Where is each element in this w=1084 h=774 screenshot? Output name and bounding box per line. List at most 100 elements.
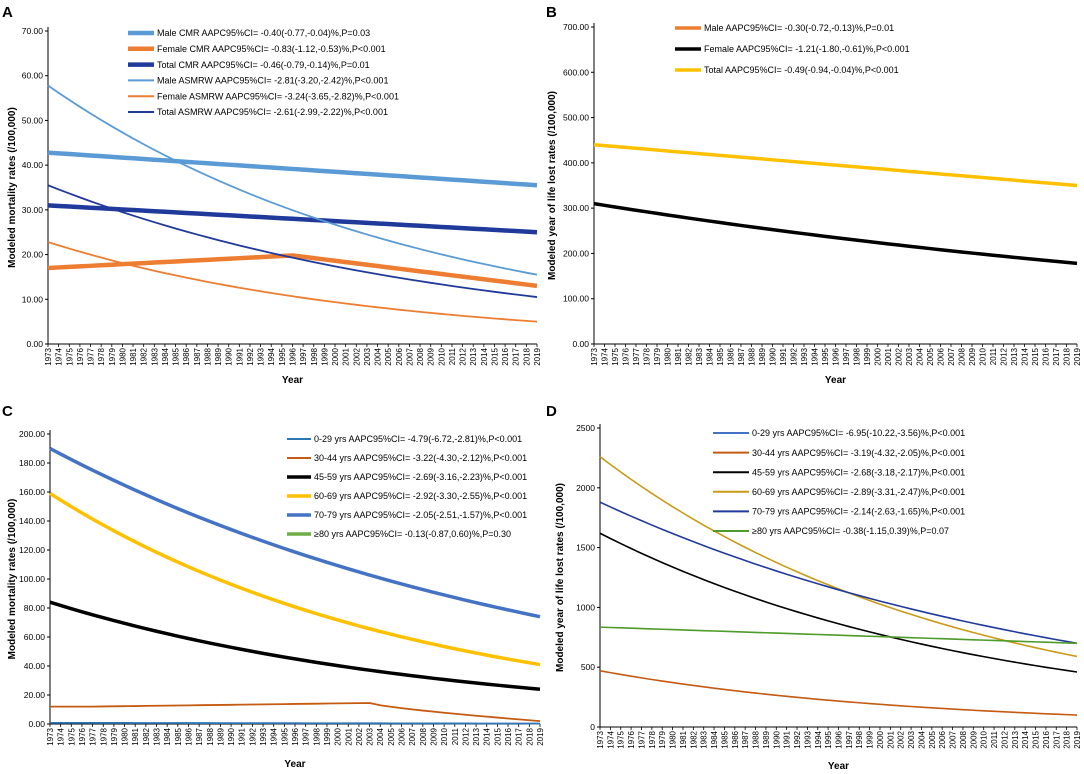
series-line bbox=[593, 201, 1078, 266]
x-tick-label: 1999 bbox=[320, 347, 329, 365]
x-tick-label: 1974 bbox=[601, 347, 610, 365]
panel-A: A 0.00 10.00 20.00 30.00 40.00 50.00 60.00 70.00… bbox=[2, 4, 542, 386]
x-tick-label: 2015 bbox=[1032, 730, 1041, 748]
y-tick-label: 100.00 bbox=[563, 294, 589, 304]
panel-label: A bbox=[2, 4, 13, 21]
y-tick-label: 300.00 bbox=[563, 203, 589, 213]
x-tick-label: 1997 bbox=[302, 727, 311, 745]
x-tick-label: 1987 bbox=[737, 347, 746, 365]
x-tick-label: 2015 bbox=[1031, 347, 1040, 365]
y-axis-title: Modeled year of life lost rates (/100,00… bbox=[547, 91, 558, 280]
x-tick-label: 1975 bbox=[617, 730, 626, 748]
x-tick-label: 2002 bbox=[895, 347, 904, 365]
x-tick-label: 1981 bbox=[131, 727, 140, 745]
x-tick-label: 1990 bbox=[227, 727, 236, 745]
y-tick-label: 70.00 bbox=[22, 26, 44, 36]
legend-entry: ≥80 yrs AAPC95%CI= -0.38(-1.15,0.39)%,P=… bbox=[752, 526, 949, 536]
legend-entry: 30-44 yrs AAPC95%CI= -3.19(-4.32,-2.05)%… bbox=[752, 448, 965, 458]
legend-entry: Total AAPC95%CI= -0.49(-0.94,-0.04)%,P<0… bbox=[704, 65, 899, 75]
x-tick-label: 2000 bbox=[874, 347, 883, 365]
x-tick-label: 2007 bbox=[947, 347, 956, 365]
x-tick-label: 2012 bbox=[1000, 347, 1009, 365]
y-tick-label: 60.00 bbox=[22, 71, 44, 81]
x-tick-label: 1980 bbox=[669, 730, 678, 748]
series-line bbox=[593, 142, 1078, 188]
x-tick-label: 1997 bbox=[299, 347, 308, 365]
y-axis-title: Modeled mortality rates (/100,000) bbox=[7, 499, 18, 660]
x-tick-label: 2001 bbox=[886, 730, 895, 748]
y-axis-title: Modeled mortality rates (/100,000) bbox=[7, 107, 18, 268]
x-tick-label: 1994 bbox=[814, 730, 823, 748]
y-tick-label: 1500 bbox=[576, 543, 595, 553]
legend-entry: 0-29 yrs AAPC95%CI= -4.79(-6.72,-2.81)%,… bbox=[314, 434, 522, 444]
y-tick-label: 30.00 bbox=[22, 205, 44, 215]
x-tick-label: 2010 bbox=[437, 347, 446, 365]
x-tick-label: 2003 bbox=[366, 727, 375, 745]
x-tick-label: 2018 bbox=[1063, 730, 1072, 748]
legend-entry: 45-59 yrs AAPC95%CI= -2.68(-3.18,-2.17)%… bbox=[752, 467, 965, 477]
y-tick-label: 40.00 bbox=[22, 160, 44, 170]
x-tick-label: 1999 bbox=[866, 730, 875, 748]
x-tick-label: 1979 bbox=[110, 727, 119, 745]
series-line bbox=[47, 184, 538, 298]
x-tick-label: 1996 bbox=[835, 730, 844, 748]
y-tick-label: 700.00 bbox=[563, 22, 589, 32]
x-tick-label: 1980 bbox=[121, 727, 130, 745]
x-tick-label: 2014 bbox=[480, 347, 489, 365]
x-tick-label: 2004 bbox=[917, 730, 926, 748]
x-tick-label: 2013 bbox=[1010, 347, 1019, 365]
series-line bbox=[599, 532, 1078, 673]
y-tick-label: 40.00 bbox=[24, 661, 46, 671]
x-tick-label: 1975 bbox=[67, 727, 76, 745]
x-tick-label: 2017 bbox=[1052, 730, 1061, 748]
x-tick-label: 1989 bbox=[762, 730, 771, 748]
x-tick-label: 1986 bbox=[731, 730, 740, 748]
series-line bbox=[49, 446, 541, 619]
x-tick-label: 1982 bbox=[142, 727, 151, 745]
x-tick-label: 1991 bbox=[235, 347, 244, 365]
x-tick-label: 2016 bbox=[501, 347, 510, 365]
x-tick-label: 1984 bbox=[163, 727, 172, 745]
x-tick-label: 2011 bbox=[989, 347, 998, 365]
x-tick-label: 2013 bbox=[469, 347, 478, 365]
y-tick-label: 400.00 bbox=[563, 158, 589, 168]
x-tick-label: 1985 bbox=[720, 730, 729, 748]
x-tick-label: 1981 bbox=[674, 347, 683, 365]
x-tick-label: 1979 bbox=[658, 730, 667, 748]
y-axis-title: Modeled year of life lost rates (/100,00… bbox=[555, 483, 566, 672]
x-tick-label: 1986 bbox=[182, 347, 191, 365]
series-line bbox=[47, 84, 538, 276]
x-tick-label: 1990 bbox=[225, 347, 234, 365]
y-tick-label: 2000 bbox=[576, 483, 595, 493]
y-tick-label: 2500 bbox=[576, 423, 595, 433]
legend-entry: 30-44 yrs AAPC95%CI= -3.22(-4.30,-2.12)%… bbox=[314, 453, 527, 463]
x-tick-label: 1996 bbox=[291, 727, 300, 745]
y-tick-label: 600.00 bbox=[563, 67, 589, 77]
x-tick-label: 2014 bbox=[483, 727, 492, 745]
x-tick-label: 1988 bbox=[748, 347, 757, 365]
x-tick-label: 2007 bbox=[949, 730, 958, 748]
x-tick-label: 1997 bbox=[845, 730, 854, 748]
legend-entry: Male AAPC95%CI= -0.30(-0.72,-0.13)%,P=0.… bbox=[704, 23, 894, 33]
x-tick-label: 1991 bbox=[783, 730, 792, 748]
x-tick-label: 2008 bbox=[958, 347, 967, 365]
x-tick-label: 2018 bbox=[525, 727, 534, 745]
x-tick-label: 2011 bbox=[990, 730, 999, 748]
x-tick-label: 1987 bbox=[741, 730, 750, 748]
y-tick-label: 10.00 bbox=[22, 294, 44, 304]
x-tick-label: 2019 bbox=[1073, 730, 1082, 748]
legend-entry: 0-29 yrs AAPC95%CI= -6.95(-10.22,-3.56)%… bbox=[752, 428, 965, 438]
x-tick-label: 2016 bbox=[504, 727, 513, 745]
x-tick-label: 1985 bbox=[172, 347, 181, 365]
x-tick-label: 2009 bbox=[969, 730, 978, 748]
legend-entry: Female ASMRW AAPC95%CI= -3.24(-3.65,-2.8… bbox=[157, 91, 399, 101]
x-tick-label: 1983 bbox=[695, 347, 704, 365]
x-tick-label: 2005 bbox=[928, 730, 937, 748]
x-tick-label: 1974 bbox=[606, 730, 615, 748]
x-tick-label: 1993 bbox=[259, 727, 268, 745]
x-tick-label: 1980 bbox=[664, 347, 673, 365]
y-tick-label: 500 bbox=[581, 662, 595, 672]
x-tick-label: 1995 bbox=[278, 347, 287, 365]
y-tick-label: 140.00 bbox=[19, 516, 45, 526]
